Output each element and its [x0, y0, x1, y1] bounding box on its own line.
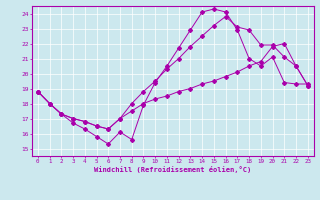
X-axis label: Windchill (Refroidissement éolien,°C): Windchill (Refroidissement éolien,°C) [94, 166, 252, 173]
